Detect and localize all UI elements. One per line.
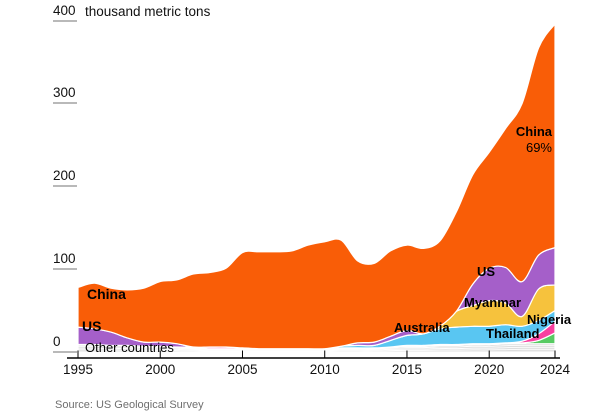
y-tick-label-100: 100 xyxy=(53,251,76,267)
y-tick-dash-300 xyxy=(53,102,77,105)
other-strand-0 xyxy=(78,349,555,352)
y-tick-label-400: 400 xyxy=(53,2,76,18)
area-label-69-: 69% xyxy=(525,140,552,155)
area-label-australia: Australia xyxy=(394,320,450,335)
y-tick-dash-0 xyxy=(53,351,77,353)
y-tick-label-200: 200 xyxy=(53,168,76,184)
x-tick-label-2024: 2024 xyxy=(539,362,571,377)
area-label-other-countries: Other countries xyxy=(85,340,174,355)
area-label-thailand: Thailand xyxy=(486,326,540,341)
y-tick-label-0: 0 xyxy=(53,334,61,349)
area-label-myanmar: Myanmar xyxy=(464,295,522,310)
area-label-nigeria: Nigeria xyxy=(527,312,572,327)
area-china xyxy=(77,21,556,350)
x-tick-label-2010: 2010 xyxy=(309,362,340,377)
source-attribution: Source: US Geological Survey xyxy=(55,399,204,411)
area-label-us: US xyxy=(82,318,102,334)
area-label-us: US xyxy=(477,264,496,279)
x-tick-label-1995: 1995 xyxy=(62,362,94,377)
other-strand-1 xyxy=(78,347,556,351)
y-tick-dash-200 xyxy=(53,185,77,188)
y-tick-label-300: 300 xyxy=(53,85,76,101)
area-label-china: China xyxy=(515,124,552,139)
y-tick-dash-100 xyxy=(53,268,77,271)
x-tick-label-2015: 2015 xyxy=(391,362,422,377)
area-label-china: China xyxy=(87,286,126,302)
x-tick-label-2005: 2005 xyxy=(227,362,258,377)
y-axis-unit-label: thousand metric tons xyxy=(85,4,211,19)
y-tick-dash-400 xyxy=(53,19,77,22)
x-tick-label-2000: 2000 xyxy=(145,362,176,377)
x-tick-label-2020: 2020 xyxy=(474,362,505,377)
other-strand-2 xyxy=(77,345,555,351)
